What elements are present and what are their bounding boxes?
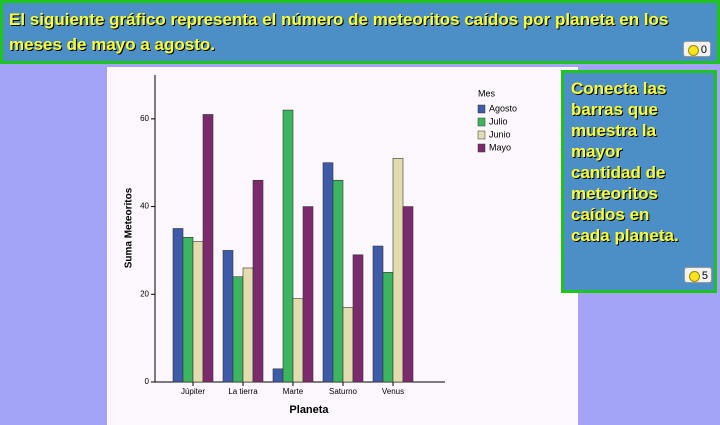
legend-label: Mayo [489,142,511,152]
bar [372,245,384,383]
bar [242,267,254,383]
legend-swatch [477,104,486,114]
y-tick-label: 0 [145,377,150,386]
bar [182,236,194,383]
bar [332,179,344,383]
bar [302,206,314,383]
header-title: El siguiente gráfico representa el númer… [9,10,669,54]
score-badge[interactable]: 5 [684,267,712,283]
instruction-panel: Conecta las barras que muestra la mayor … [561,70,717,293]
x-tick-label: Marte [283,387,304,396]
y-tick-label: 60 [140,114,149,123]
x-tick-label: Saturno [329,387,358,396]
instruction-text: Conecta las barras que muestra la mayor … [571,79,679,245]
bar [382,272,394,383]
bar [192,241,204,383]
legend-label: Junio [489,129,511,139]
x-tick-label: Venus [382,387,404,396]
legend-label: Julio [489,116,508,126]
bar [172,228,184,383]
bar [342,307,354,383]
x-tick-label: La tierra [228,387,258,396]
bar [222,250,234,383]
y-tick-label: 40 [140,202,149,211]
bar [282,109,294,383]
legend-swatch [477,117,486,127]
bar [202,114,214,383]
x-axis-label: Planeta [289,404,329,416]
bar [232,276,244,383]
score-badge[interactable]: 0 [683,41,711,57]
header: El siguiente gráfico representa el númer… [0,0,720,64]
bar [252,179,264,383]
bar [392,158,404,383]
bar [352,254,364,383]
bar [292,298,304,383]
bar [402,206,414,383]
bar [272,368,284,383]
legend-swatch [477,143,486,153]
legend-label: Agosto [489,103,517,113]
bar [322,162,334,383]
x-tick-label: Júpiter [181,387,205,396]
legend-swatch [477,130,486,140]
y-axis-label: Suma Meteoritos [124,187,135,268]
legend-title: Mes [478,88,496,98]
y-tick-label: 20 [140,289,149,298]
